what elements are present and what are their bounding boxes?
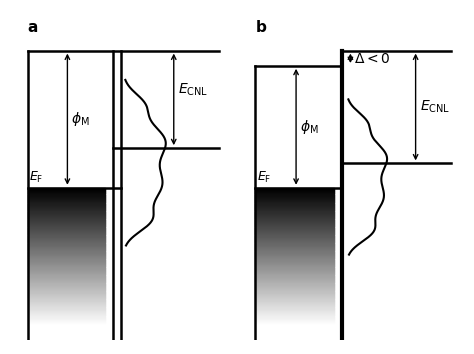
Text: $E_\mathrm{F}$: $E_\mathrm{F}$: [29, 170, 43, 184]
Text: $E_\mathrm{CNL}$: $E_\mathrm{CNL}$: [419, 99, 450, 115]
Text: $\phi_\mathrm{M}$: $\phi_\mathrm{M}$: [72, 110, 90, 128]
Text: $\phi_\mathrm{M}$: $\phi_\mathrm{M}$: [300, 118, 319, 136]
Text: a: a: [27, 21, 38, 35]
Text: $\Delta<0$: $\Delta<0$: [355, 52, 391, 66]
Text: b: b: [255, 21, 266, 35]
Text: $E_\mathrm{F}$: $E_\mathrm{F}$: [257, 170, 271, 184]
Text: $E_\mathrm{CNL}$: $E_\mathrm{CNL}$: [178, 82, 208, 98]
